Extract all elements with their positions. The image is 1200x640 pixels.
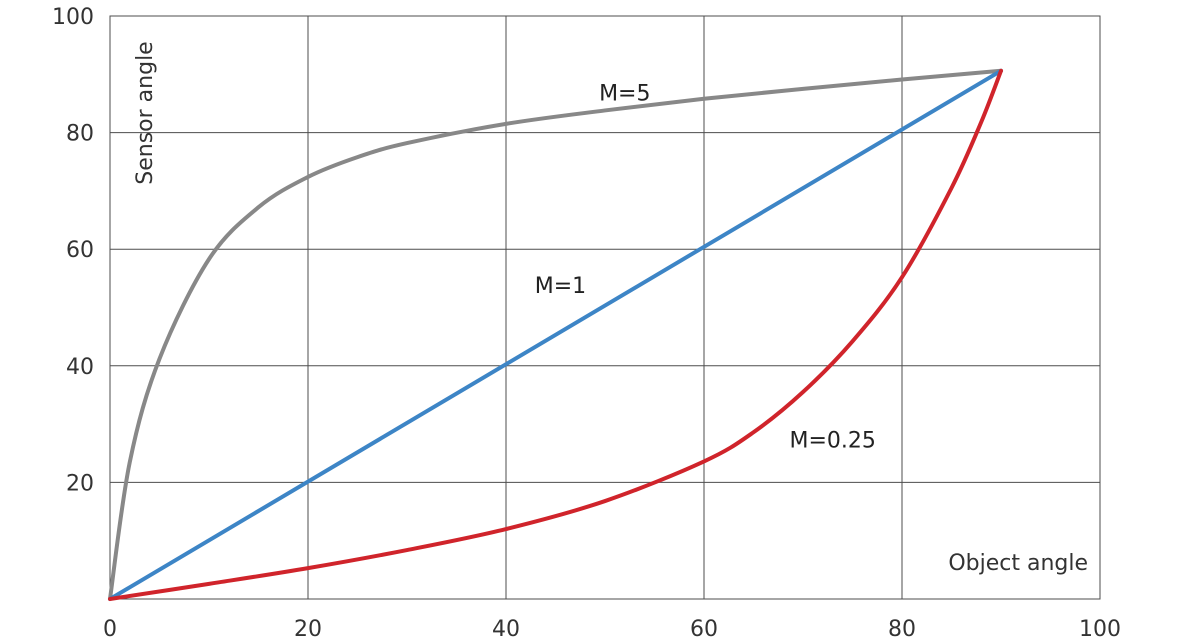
x-tick-label: 40 — [492, 617, 520, 640]
x-tick-label: 0 — [103, 617, 117, 640]
y-tick-label: 100 — [52, 5, 94, 30]
y-tick-label: 60 — [66, 238, 94, 263]
x-tick-label: 100 — [1079, 617, 1121, 640]
x-axis-label: Object angle — [948, 551, 1088, 576]
label-layer: M=5 M=1 M=0.25 — [535, 82, 876, 454]
y-tick-label: 80 — [66, 122, 94, 147]
series-line-m-0-25 — [108, 68, 1003, 601]
x-tick-label: 20 — [294, 617, 322, 640]
series-line-m-1 — [108, 68, 1003, 601]
y-tick-label: 20 — [66, 471, 94, 496]
grid-layer — [110, 16, 1100, 599]
y-tick-label: 40 — [66, 355, 94, 380]
series-label: M=0.25 — [789, 428, 875, 453]
series-line-m-5 — [108, 68, 1003, 601]
x-tick-label: 80 — [888, 617, 916, 640]
plot-frame — [109, 15, 1101, 600]
series-label: M=1 — [535, 274, 586, 299]
tick-layer: 0 20 40 60 80 100 20 40 60 80 100 — [52, 5, 1121, 640]
series-layer — [108, 68, 1003, 601]
x-tick-label: 60 — [690, 617, 718, 640]
series-label: M=5 — [599, 82, 650, 107]
y-axis-label: Sensor angle — [133, 41, 158, 184]
